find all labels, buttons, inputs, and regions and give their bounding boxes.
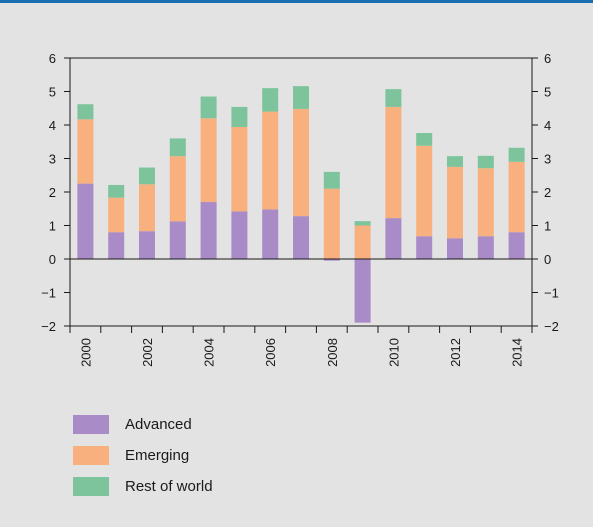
bar-segment-emerging <box>262 111 279 210</box>
top-accent-line <box>0 0 593 3</box>
bar-segment-rest-of-world <box>354 221 371 226</box>
bar-segment-advanced <box>108 232 125 259</box>
bar-segment-advanced <box>323 259 340 261</box>
y-tick-label-left: −2 <box>41 319 56 334</box>
legend-swatch-advanced <box>73 415 109 434</box>
stacked-bar-chart: −2 −2 −1 −1 0 0 1 1 2 2 3 3 4 4 5 5 6 6 2000 2002 2004 2006 20… <box>41 51 559 367</box>
y-tick-label-right: 5 <box>544 85 551 100</box>
legend-item-rest-of-world: Rest of world <box>73 471 213 502</box>
bar-segment-advanced <box>169 221 186 259</box>
y-tick-label-right: −1 <box>544 286 559 301</box>
x-tick-label: 2010 <box>386 338 401 367</box>
bar-segment-advanced <box>508 232 525 259</box>
bar-segment-emerging <box>354 225 371 259</box>
bar-segment-emerging <box>477 168 494 237</box>
bar-segment-emerging <box>447 166 463 239</box>
bar-segment-emerging <box>108 197 125 233</box>
y-tick-label-left: 0 <box>49 252 56 267</box>
x-tick-label: 2012 <box>448 338 463 367</box>
bar-segment-emerging <box>77 119 94 184</box>
bar-segment-rest-of-world <box>323 171 340 189</box>
bar-segment-emerging <box>323 188 340 259</box>
bar-segment-advanced <box>477 236 494 259</box>
legend-item-advanced: Advanced <box>73 409 213 440</box>
bar-segment-advanced <box>447 238 463 259</box>
bar-segment-emerging <box>385 106 402 219</box>
y-tick-label-left: −1 <box>41 286 56 301</box>
legend-item-emerging: Emerging <box>73 440 213 471</box>
bar-segment-advanced <box>354 259 371 323</box>
bar-segment-advanced <box>385 218 402 259</box>
x-tick-label: 2004 <box>202 338 217 367</box>
bar-segment-emerging <box>169 156 186 222</box>
y-tick-label-right: 2 <box>544 185 551 200</box>
y-tick-label-left: 5 <box>49 85 56 100</box>
y-tick-label-left: 6 <box>49 51 56 66</box>
bar-segment-emerging <box>508 161 525 233</box>
y-tick-label-right: 4 <box>544 118 551 133</box>
bar-segment-advanced <box>200 202 217 259</box>
y-tick-label-right: 3 <box>544 152 551 167</box>
bar-segment-advanced <box>77 183 94 259</box>
bar-segment-advanced <box>262 209 279 259</box>
bar-segment-rest-of-world <box>231 106 248 128</box>
legend-label-rest-of-world: Rest of world <box>125 478 213 495</box>
bar-segment-rest-of-world <box>477 155 494 169</box>
bar-segment-rest-of-world <box>200 96 217 119</box>
bar-segment-emerging <box>293 108 309 217</box>
bar-segment-rest-of-world <box>447 156 463 167</box>
x-tick-label: 2014 <box>510 338 525 367</box>
legend-swatch-rest-of-world <box>73 477 109 496</box>
y-tick-label-right: −2 <box>544 319 559 334</box>
bar-segment-rest-of-world <box>169 138 186 157</box>
bar-segment-rest-of-world <box>77 104 94 120</box>
y-tick-label-right: 6 <box>544 51 551 66</box>
x-tick-label: 2000 <box>78 338 93 367</box>
y-tick-label-right: 0 <box>544 252 551 267</box>
bar-segment-advanced <box>293 216 309 259</box>
y-tick-label-left: 2 <box>49 185 56 200</box>
y-tick-label-left: 4 <box>49 118 56 133</box>
bar-segment-rest-of-world <box>293 86 309 109</box>
y-tick-label-left: 3 <box>49 152 56 167</box>
bar-segment-advanced <box>416 236 433 259</box>
y-tick-label-left: 1 <box>49 219 56 234</box>
bar-segment-rest-of-world <box>108 184 125 198</box>
bar-segment-rest-of-world <box>262 88 279 112</box>
x-tick-label: 2006 <box>263 338 278 367</box>
bar-segment-emerging <box>200 118 217 203</box>
bar-segment-advanced <box>139 231 155 259</box>
bar-segment-rest-of-world <box>139 167 155 185</box>
legend-swatch-emerging <box>73 446 109 465</box>
bar-segment-emerging <box>139 184 155 232</box>
legend-label-emerging: Emerging <box>125 447 190 464</box>
legend-label-advanced: Advanced <box>125 416 192 433</box>
x-tick-label: 2002 <box>140 338 155 367</box>
bar-segment-rest-of-world <box>416 133 433 146</box>
y-tick-label-right: 1 <box>544 219 551 234</box>
bar-segment-rest-of-world <box>385 89 402 107</box>
bar-segment-rest-of-world <box>508 147 525 162</box>
legend: Advanced Emerging Rest of world <box>73 409 213 502</box>
bar-segment-advanced <box>231 211 248 259</box>
bar-segment-emerging <box>231 127 248 212</box>
bar-segment-emerging <box>416 145 433 237</box>
x-tick-label: 2008 <box>325 338 340 367</box>
